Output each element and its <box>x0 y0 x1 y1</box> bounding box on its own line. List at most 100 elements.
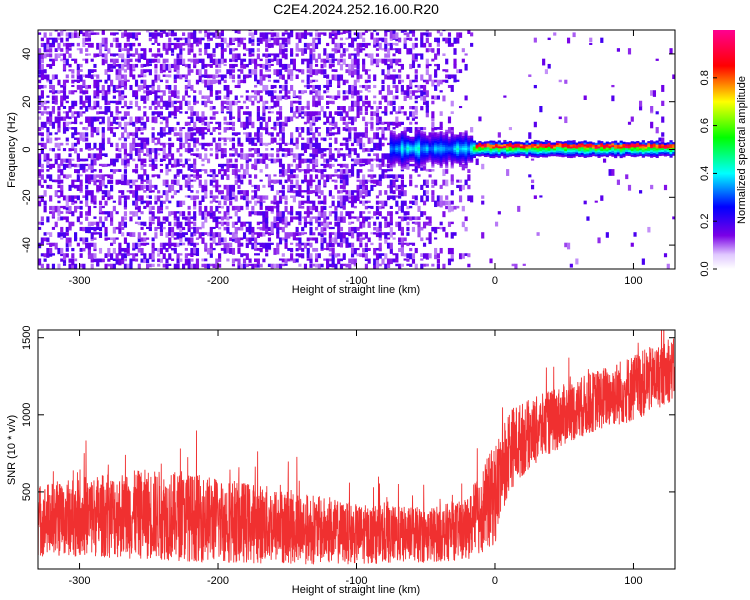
spectrogram-cell <box>411 169 416 172</box>
spectrogram-cell <box>140 258 144 263</box>
spectrogram-cell <box>259 158 263 164</box>
spectrogram-cell <box>514 143 518 146</box>
spectrogram-cell <box>262 63 266 69</box>
spectrogram-cell <box>409 84 413 90</box>
spectrogram-cell <box>323 221 327 228</box>
spectrogram-cell <box>608 169 612 176</box>
spectrogram-cell <box>386 211 391 216</box>
spectrogram-cell <box>40 163 44 169</box>
spectrogram-cell <box>420 161 424 164</box>
spectrogram-cell <box>320 211 324 219</box>
spectrogram-cell <box>82 237 86 245</box>
spectrogram-cell <box>126 132 130 139</box>
spectrogram-cell <box>492 150 496 153</box>
spectrogram-cell <box>198 142 202 146</box>
spectrogram-cell <box>204 142 208 147</box>
spectrogram-cell <box>453 138 457 141</box>
spectrogram-cell <box>220 242 224 245</box>
spectrogram-cell <box>187 263 191 269</box>
spectrogram-cell <box>353 216 357 219</box>
spectrogram-cell <box>345 232 349 235</box>
spectrogram-cell <box>547 144 551 147</box>
spectrogram-cell <box>314 37 319 40</box>
spectrogram-cell <box>154 37 158 44</box>
spectrogram-cell <box>226 258 230 262</box>
spectrogram-cell <box>74 142 78 147</box>
spectrogram-cell <box>259 132 263 138</box>
spectrogram-cell <box>409 155 413 159</box>
spectrogram-cell <box>375 232 380 238</box>
spectrogram-cell <box>143 200 147 204</box>
spectrogram-cell <box>179 58 183 65</box>
spectrogram-cell <box>251 263 255 269</box>
spectrogram-cell <box>398 216 402 219</box>
spectrogram-cell <box>384 216 388 222</box>
spectrogram-cell <box>420 263 424 269</box>
spectrogram-cell <box>290 30 294 33</box>
spectrogram-cell <box>87 100 92 108</box>
spectrogram-cell <box>157 111 161 118</box>
spectrogram-cell <box>104 79 108 84</box>
spectrogram-cell <box>126 195 130 200</box>
spectrogram-cell <box>262 226 266 231</box>
spectrogram-cell <box>555 148 560 151</box>
spectrogram-cell <box>182 95 186 101</box>
spectrogram-cell <box>320 226 324 234</box>
spectrogram-cell <box>60 226 64 233</box>
spectrogram-cell <box>362 190 366 194</box>
spectrogram-cell <box>62 69 67 72</box>
spectrogram-cell <box>403 95 407 102</box>
spectrogram-cell <box>60 32 64 36</box>
spectrogram-cell <box>326 106 330 109</box>
spectrogram-cell <box>85 53 89 56</box>
spectrogram-cell <box>270 211 274 214</box>
spectrogram-cell <box>54 53 58 60</box>
spectrogram-cell <box>193 200 197 207</box>
spectrogram-cell <box>165 63 169 71</box>
spectrogram-cell <box>270 205 274 212</box>
spectrogram-cell <box>40 237 44 244</box>
spectrogram-cell <box>234 232 238 238</box>
spectrogram-cell <box>400 144 404 147</box>
spectrogram-cell <box>198 79 202 83</box>
spectrogram-cell <box>359 169 363 173</box>
spectrogram-cell <box>406 145 410 148</box>
spectrogram-cell <box>428 138 432 142</box>
spectrogram-cell <box>367 216 371 220</box>
spectrogram-cell <box>339 153 344 157</box>
spectrogram-cell <box>90 195 94 203</box>
spectrogram-cell <box>107 100 111 105</box>
spectrogram-cell <box>129 216 133 222</box>
spectrogram-cell <box>400 253 404 257</box>
spectrogram-cell <box>370 184 374 191</box>
spectrogram-cell <box>159 127 164 134</box>
spectrogram-cell <box>583 153 587 157</box>
spectrogram-cell <box>168 153 172 157</box>
spectrogram-cell <box>165 179 169 185</box>
spectrogram-cell <box>270 226 274 234</box>
spectrogram-cell <box>118 69 122 76</box>
spectrogram-cell <box>400 136 404 140</box>
spectrogram-cell <box>104 216 108 221</box>
spectrogram-cell <box>605 147 609 150</box>
spectrogram-cell <box>76 63 80 70</box>
spectrogram-cell <box>378 158 382 163</box>
spectrogram-cell <box>270 111 274 114</box>
spectrogram-cell <box>312 48 316 53</box>
spectrogram-cell <box>447 144 452 147</box>
spectrogram-cell <box>223 153 227 158</box>
spectrogram-cell <box>278 158 283 165</box>
spectrogram-cell <box>328 221 332 225</box>
spectrogram-cell <box>173 163 177 168</box>
spectrogram-cell <box>223 226 227 231</box>
spectrogram-cell <box>431 100 435 105</box>
spectrogram-cell <box>417 232 421 238</box>
spectrogram-cell <box>278 69 283 76</box>
spectrogram-cell <box>375 253 380 261</box>
spectrogram-cell <box>442 263 446 269</box>
spectrogram-cell <box>121 253 125 260</box>
spectrogram-cell <box>591 153 596 157</box>
spectrogram-cell <box>342 79 346 86</box>
spectrogram-cell <box>110 42 114 48</box>
spectrogram-cell <box>508 150 512 153</box>
